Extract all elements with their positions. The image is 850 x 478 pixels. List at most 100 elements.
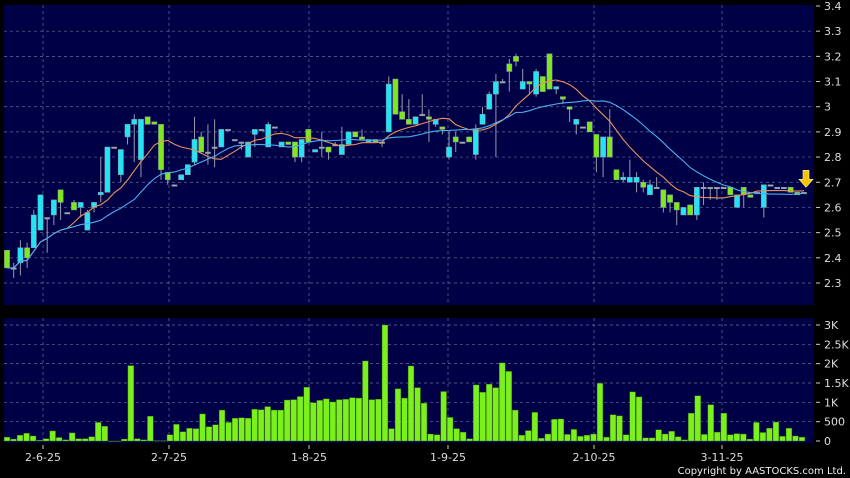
volume-bar xyxy=(544,433,551,442)
volume-bar xyxy=(479,392,486,442)
volume-bar xyxy=(160,440,167,442)
volume-bar xyxy=(179,431,187,442)
volume-bar xyxy=(95,422,102,442)
volume-bar xyxy=(460,431,467,442)
moving-average-20-line xyxy=(7,99,805,269)
volume-bar xyxy=(635,396,643,442)
volume-bar xyxy=(127,365,134,442)
candle-body xyxy=(118,149,124,175)
candle-body xyxy=(526,81,533,85)
candle-body xyxy=(171,184,178,187)
candle-body xyxy=(519,81,526,90)
volume-bar xyxy=(362,360,369,442)
candle-body xyxy=(144,116,151,125)
volume-tick-label: 0 xyxy=(824,435,831,448)
volume-bar xyxy=(466,438,473,442)
volume-bar xyxy=(166,434,174,442)
candle-body xyxy=(720,187,727,190)
volume-bar xyxy=(297,396,304,442)
candle-body xyxy=(472,129,479,155)
candle-body xyxy=(131,119,138,125)
candle-body xyxy=(231,139,238,142)
volume-bar xyxy=(655,429,662,442)
price-tick-label: 3 xyxy=(824,101,831,114)
volume-bar xyxy=(36,440,43,442)
volume-bar xyxy=(440,391,447,442)
price-panel: 3.4 3.3 3.2 3.1 3 2.9 2.8 2.7 2.6 2.5 2.4 2.3 xyxy=(4,0,842,305)
volume-bar xyxy=(225,422,232,442)
volume-bar xyxy=(29,435,37,442)
volume-bar xyxy=(245,417,252,442)
volume-bar xyxy=(538,438,545,442)
volume-bar xyxy=(316,400,323,442)
volume-tick-label: 1.5K xyxy=(824,377,849,390)
candle-body xyxy=(573,119,580,125)
candle-body xyxy=(593,134,600,158)
volume-bar xyxy=(707,404,714,442)
volume-bar xyxy=(577,436,584,442)
volume-bar xyxy=(512,409,519,442)
candle-body xyxy=(37,194,44,231)
candle-body xyxy=(446,146,452,158)
candle-body xyxy=(4,249,10,269)
price-tick-label: 3.4 xyxy=(824,0,842,13)
volume-bar xyxy=(140,439,147,442)
candle-body xyxy=(392,78,399,115)
volume-tick-label: 2.5K xyxy=(824,338,849,351)
candle-body xyxy=(693,187,700,216)
candle-body xyxy=(312,149,318,153)
candle-body xyxy=(499,81,506,84)
candle-body xyxy=(405,119,412,125)
candle-body xyxy=(660,189,667,208)
moving-average-10-line xyxy=(7,79,805,269)
volume-bar xyxy=(473,384,480,442)
volume-bar xyxy=(642,437,649,442)
volume-bar xyxy=(238,417,245,442)
candle-body xyxy=(580,126,586,129)
volume-bar xyxy=(277,409,284,442)
candle-body xyxy=(111,146,118,149)
volume-bar xyxy=(720,412,727,442)
candle-body xyxy=(566,106,573,110)
candle-body xyxy=(57,189,64,203)
volume-bar xyxy=(251,409,258,442)
candle-body xyxy=(479,114,486,125)
candle-body xyxy=(600,136,606,158)
volume-bar xyxy=(114,440,121,442)
volume-bar xyxy=(714,431,721,442)
candle-body xyxy=(687,204,693,216)
volume-bar xyxy=(173,424,180,442)
volume-bar xyxy=(218,409,226,442)
price-tick-label: 3.1 xyxy=(824,76,842,89)
volume-bar xyxy=(108,440,115,442)
candle-body xyxy=(586,121,593,133)
candle-body xyxy=(727,187,734,196)
volume-bar xyxy=(629,391,636,442)
candle-body xyxy=(151,121,158,125)
volume-bar xyxy=(557,418,564,442)
volume-bar xyxy=(499,362,506,442)
candle-body xyxy=(17,247,24,264)
volume-bar xyxy=(323,398,330,442)
candle-body xyxy=(272,126,278,129)
volume-bar xyxy=(375,399,382,442)
candle-body xyxy=(178,174,184,180)
candle-body xyxy=(627,176,633,183)
volume-bar xyxy=(62,439,69,442)
candle-body xyxy=(647,184,653,196)
volume-bar xyxy=(492,387,499,442)
volume-bar xyxy=(609,414,617,442)
volume-bar xyxy=(381,324,389,442)
candle-body xyxy=(225,129,231,132)
candle-body xyxy=(714,187,720,190)
candle-body xyxy=(667,194,673,203)
volume-bar xyxy=(16,434,24,442)
candle-body xyxy=(466,136,472,143)
volume-bar xyxy=(603,436,610,442)
volume-bar xyxy=(23,433,30,442)
volume-bar xyxy=(622,434,630,442)
candle-body xyxy=(218,129,225,148)
volume-bar xyxy=(792,435,799,442)
volume-bar xyxy=(688,412,695,442)
